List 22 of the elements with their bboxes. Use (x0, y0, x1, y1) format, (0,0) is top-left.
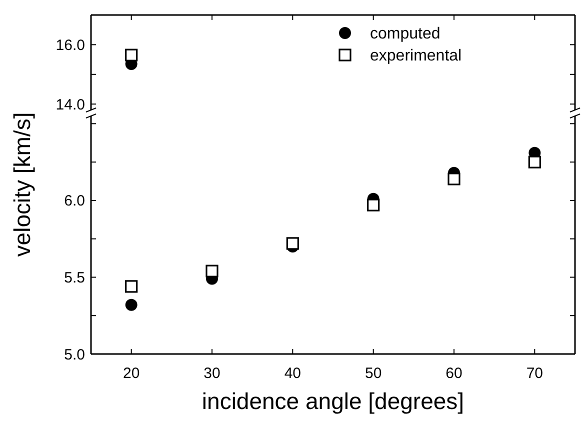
x-tick-label: 60 (446, 365, 462, 382)
y-axis-title: velocity [km/s] (9, 112, 35, 257)
legend-label: experimental (370, 48, 462, 65)
x-axis-title: incidence angle [degrees] (202, 388, 464, 414)
point (206, 264, 218, 278)
point (528, 156, 541, 168)
point (448, 172, 460, 186)
x-tick-label: 20 (122, 365, 140, 382)
y-tick-label: 5.5 (64, 269, 85, 286)
point (367, 198, 380, 212)
point (125, 280, 138, 293)
x-tick-label: 50 (364, 365, 382, 382)
y-tick-label: 5.0 (64, 346, 85, 364)
x-tick-label: 70 (526, 365, 544, 382)
x-tick-label: 40 (284, 365, 302, 382)
legend-label: computed (370, 26, 440, 43)
point (125, 298, 138, 311)
point (286, 237, 299, 250)
y-tick-label: 6.0 (64, 192, 85, 210)
y-tick-label: 16.0 (56, 36, 85, 54)
x-tick-label: 30 (204, 365, 220, 382)
y-tick-label: 14.0 (56, 96, 85, 114)
